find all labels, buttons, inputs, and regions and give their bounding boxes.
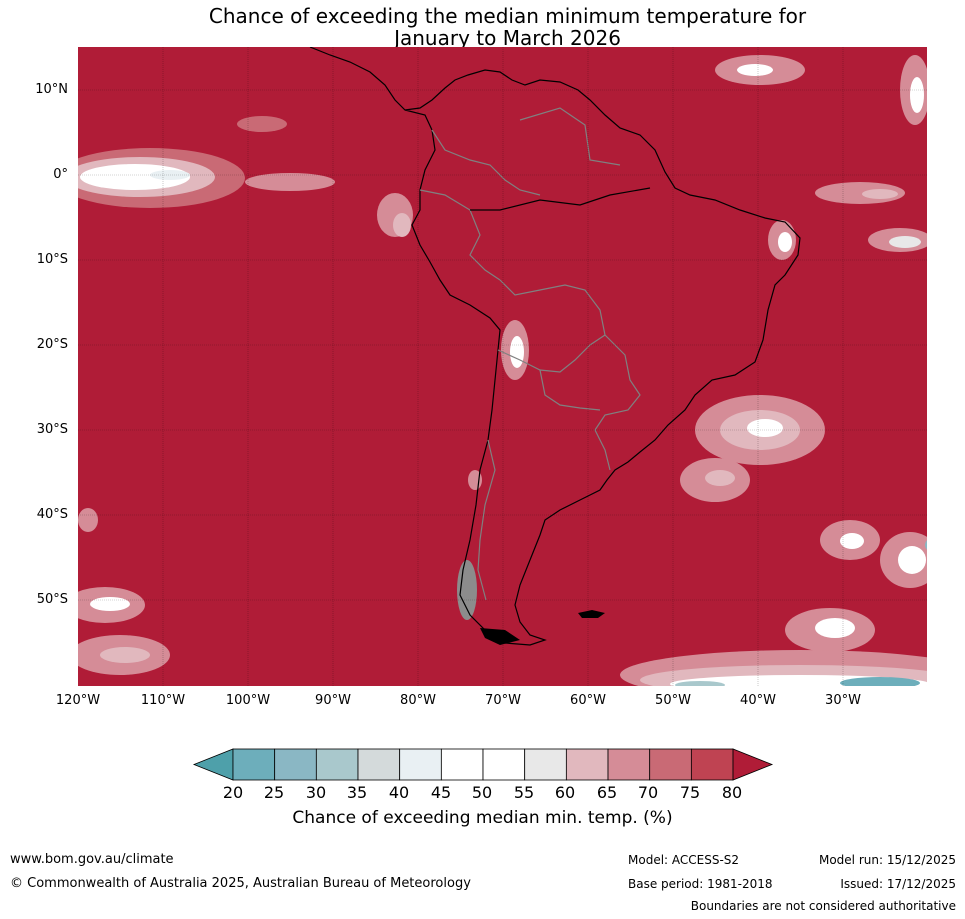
falkland-islands	[578, 610, 605, 618]
south-america-coastline	[309, 47, 801, 646]
longitude-label: 30°W	[825, 693, 861, 708]
colorbar-tick-label: 50	[471, 783, 493, 802]
colorbar-swatch	[274, 748, 317, 781]
issued-text: Issued: 17/12/2025	[840, 877, 956, 891]
graticule	[78, 47, 927, 686]
colorbar-swatch	[482, 748, 526, 781]
colorbar-swatch	[440, 748, 484, 781]
latitude-label: 40°S	[36, 507, 68, 522]
model-text: Model: ACCESS-S2	[628, 853, 740, 867]
colorbar-label: Chance of exceeding median min. temp. (%…	[292, 808, 673, 828]
colorbar-swatch	[649, 748, 692, 781]
colorbar-swatch	[524, 748, 567, 781]
map-title-line-2: January to March 2026	[394, 26, 621, 50]
latitude-label: 50°S	[36, 592, 68, 607]
colorbar-tick-label: 60	[554, 783, 576, 802]
copyright-text: © Commonwealth of Australia 2025, Austra…	[10, 876, 471, 891]
colorbar-swatch	[357, 748, 401, 781]
amazon-river	[470, 187, 651, 211]
colorbar-tick-label: 80	[721, 783, 743, 802]
map-title-line-1: Chance of exceeding the median minimum t…	[208, 4, 807, 28]
colorbar-swatch	[232, 748, 276, 781]
colorbar-tick-label: 55	[513, 783, 535, 802]
latitude-label: 10°N	[35, 82, 68, 97]
base-period-text: Base period: 1981-2018	[628, 877, 773, 891]
colorbar-tick-label: 35	[346, 783, 368, 802]
longitude-label: 110°W	[140, 693, 186, 708]
colorbar-tick-label: 70	[637, 783, 659, 802]
colorbar-swatch	[607, 748, 651, 781]
colorbar-swatch	[315, 748, 359, 781]
colorbar-tick-label: 25	[263, 783, 285, 802]
latitude-label: 20°S	[36, 337, 68, 352]
colorbar-tick-label: 65	[596, 783, 618, 802]
longitude-label: 120°W	[55, 693, 101, 708]
country-borders	[419, 107, 641, 601]
latitude-label: 10°S	[36, 252, 68, 267]
colorbar-swatch	[399, 748, 442, 781]
latitude-label: 0°	[53, 167, 68, 182]
colorbar-tick-label: 30	[305, 783, 327, 802]
longitude-label: 60°W	[570, 693, 606, 708]
colorbar-arrow-high	[732, 748, 774, 781]
longitude-label: 90°W	[315, 693, 351, 708]
colorbar-swatch	[690, 748, 734, 781]
colorbar-swatch	[565, 748, 609, 781]
latitude-label: 30°S	[36, 422, 68, 437]
map-background-fill	[78, 47, 927, 686]
colorbar-tick-label: 40	[388, 783, 410, 802]
longitude-label: 100°W	[225, 693, 271, 708]
tierra-del-fuego	[480, 628, 520, 645]
colorbar-arrow-low	[192, 748, 234, 781]
disclaimer-text: Boundaries are not considered authoritat…	[690, 899, 956, 913]
colorbar-tick-label: 75	[679, 783, 701, 802]
longitude-label: 80°W	[400, 693, 436, 708]
longitude-label: 70°W	[485, 693, 521, 708]
website-text: www.bom.gov.au/climate	[10, 852, 174, 867]
colorbar-tick-label: 20	[222, 783, 244, 802]
longitude-label: 40°W	[740, 693, 776, 708]
colorbar-tick-label: 45	[430, 783, 452, 802]
model-run-text: Model run: 15/12/2025	[818, 853, 956, 867]
longitude-label: 50°W	[655, 693, 691, 708]
